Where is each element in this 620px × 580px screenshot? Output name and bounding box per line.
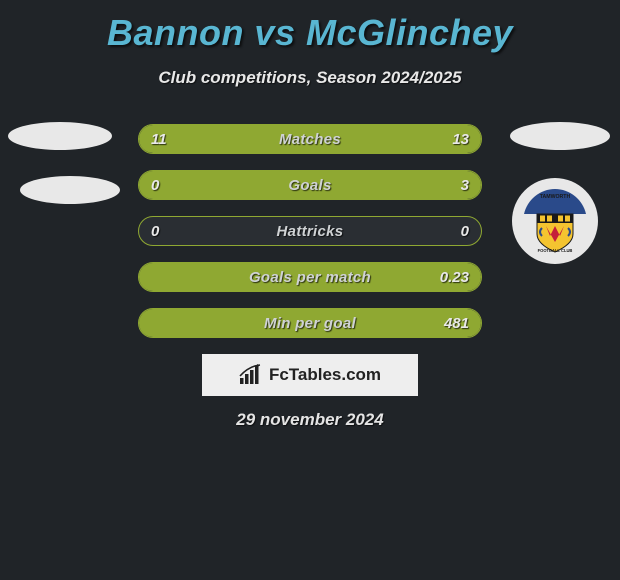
stats-container: Matches1113Goals03Hattricks00Goals per m… xyxy=(138,124,482,354)
player-left-avatar-placeholder xyxy=(8,122,112,150)
brand-text: FcTables.com xyxy=(269,365,381,385)
page-title: Bannon vs McGlinchey xyxy=(0,0,620,54)
stat-value-left: 0 xyxy=(151,217,159,245)
stat-row: Hattricks0 0 xyxy=(138,216,482,246)
stat-label: Min per goal xyxy=(139,309,481,337)
tamworth-crest-icon: TAMWORTH FOOTBALL CLUB xyxy=(520,186,590,256)
stat-value-right: 0 xyxy=(461,217,469,245)
brand-attribution: FcTables.com xyxy=(202,354,418,396)
stat-row: Matches11 13 xyxy=(138,124,482,154)
player-left-club-placeholder xyxy=(20,176,120,204)
player-right-avatar-placeholder xyxy=(510,122,610,150)
badge-text-top: TAMWORTH xyxy=(540,194,571,200)
stat-label: Goals xyxy=(139,171,481,199)
player-right-club-badge: TAMWORTH FOOTBALL CLUB xyxy=(512,178,598,264)
stat-row: Goals per match0.23 xyxy=(138,262,482,292)
stat-row: Min per goal481 xyxy=(138,308,482,338)
subtitle: Club competitions, Season 2024/2025 xyxy=(0,68,620,88)
stat-value-right: 13 xyxy=(452,125,469,153)
date-text: 29 november 2024 xyxy=(0,410,620,430)
stat-value-left: 0 xyxy=(151,171,159,199)
bar-chart-icon xyxy=(239,364,263,386)
stat-value-right: 481 xyxy=(444,309,469,337)
badge-text-bottom: FOOTBALL CLUB xyxy=(538,248,573,253)
stat-value-right: 0.23 xyxy=(440,263,469,291)
stat-label: Goals per match xyxy=(139,263,481,291)
stat-row: Goals0 3 xyxy=(138,170,482,200)
stat-value-right: 3 xyxy=(461,171,469,199)
stat-label: Hattricks xyxy=(139,217,481,245)
stat-value-left: 11 xyxy=(151,125,167,153)
stat-label: Matches xyxy=(139,125,481,153)
